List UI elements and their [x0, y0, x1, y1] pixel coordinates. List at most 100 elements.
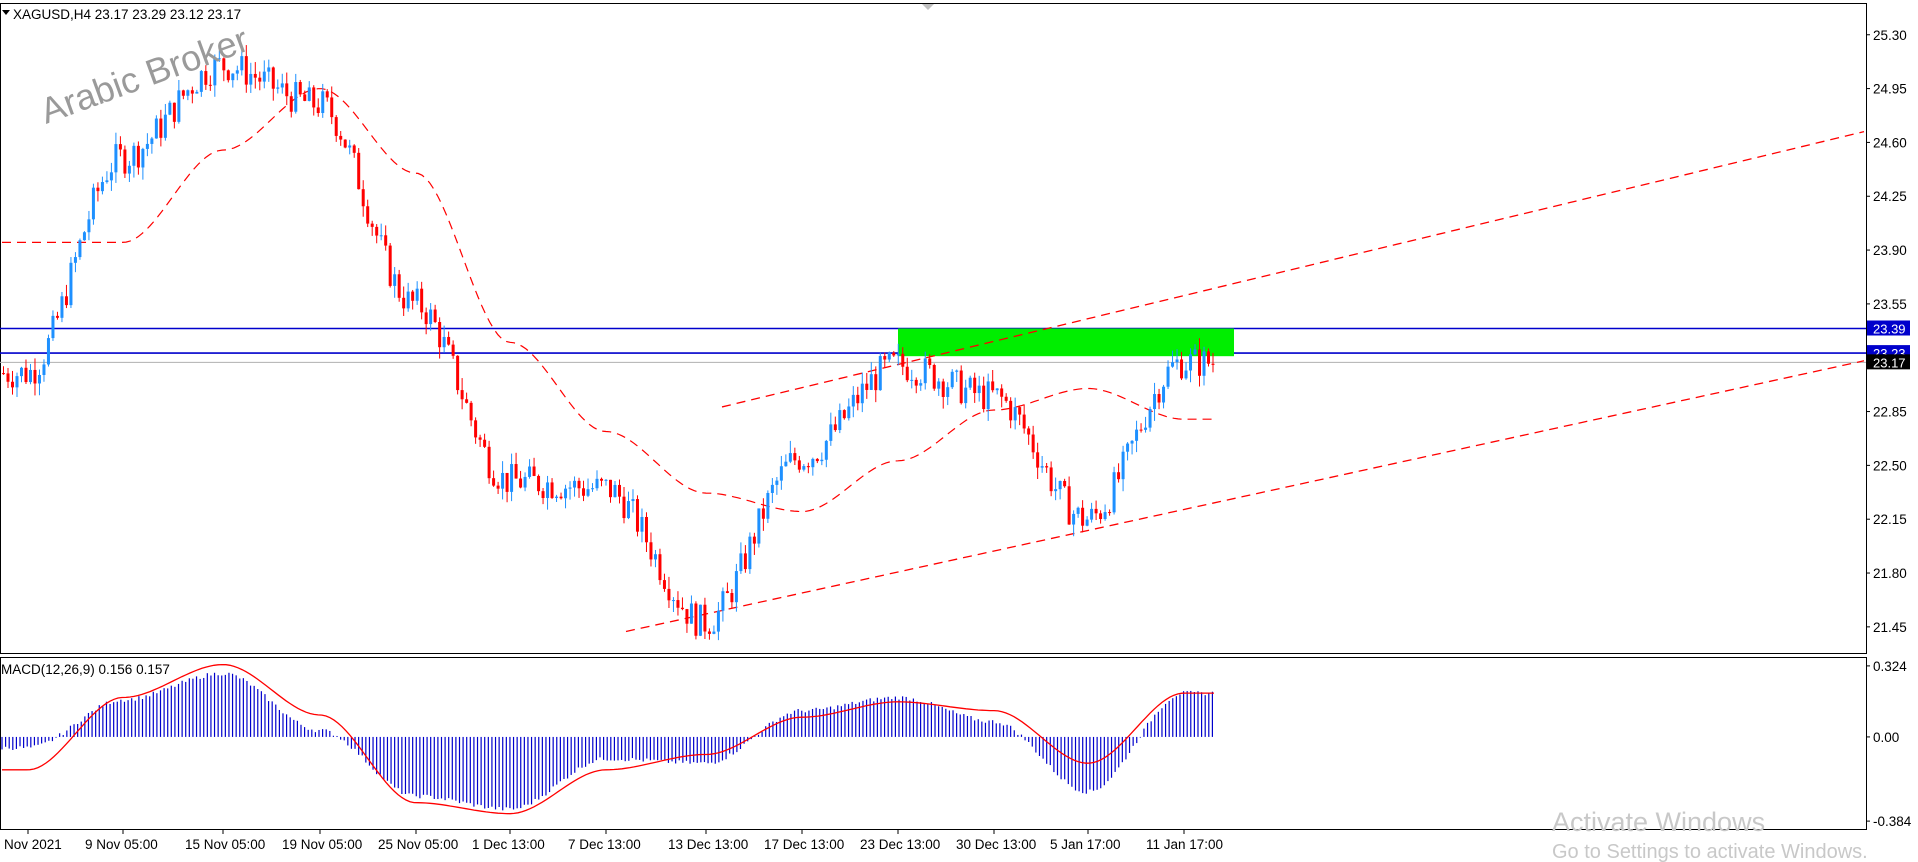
candle: [941, 378, 945, 409]
candle-body: [397, 274, 401, 298]
candle-body: [357, 152, 361, 190]
candle-body: [982, 385, 986, 410]
candle: [82, 231, 86, 241]
candle-body: [24, 367, 28, 383]
candle: [739, 542, 743, 574]
candle: [195, 89, 199, 94]
candle: [154, 115, 158, 139]
candle: [46, 334, 50, 367]
candle: [955, 369, 959, 382]
candle-body: [519, 478, 523, 488]
candle: [1135, 420, 1139, 453]
chart-menu-icon[interactable]: [2, 10, 10, 15]
candle-body: [559, 496, 563, 499]
candle: [1157, 388, 1161, 410]
macd-histogram: [1, 672, 1213, 811]
candle-body: [1180, 359, 1184, 379]
candle-body: [564, 488, 568, 499]
candle: [694, 601, 698, 640]
candle-body: [878, 356, 882, 391]
candle: [159, 109, 163, 147]
candle: [923, 351, 927, 390]
candle-body: [1094, 508, 1098, 514]
candle: [703, 597, 707, 639]
candle: [896, 343, 900, 366]
candle-body: [303, 94, 307, 101]
candle: [343, 139, 347, 149]
candle: [100, 176, 104, 195]
candle-body: [37, 374, 41, 384]
time-tick-label: 25 Nov 05:00: [378, 837, 458, 852]
candle: [415, 281, 419, 305]
candle: [276, 79, 280, 94]
candle-body: [298, 82, 302, 95]
candle: [1130, 440, 1134, 455]
candle: [721, 587, 725, 622]
candle-body: [258, 77, 262, 82]
candle-body: [415, 288, 419, 301]
candle-body: [235, 70, 239, 74]
candle: [334, 115, 338, 142]
candle-body: [582, 488, 586, 496]
candle: [838, 403, 842, 434]
candle: [649, 532, 653, 567]
candle: [964, 379, 968, 409]
price-tick-label: 24.95: [1873, 82, 1907, 97]
candle-body: [896, 353, 900, 356]
candle: [568, 481, 572, 500]
candle-body: [838, 410, 842, 431]
candle: [42, 359, 46, 382]
candle-body: [748, 536, 752, 570]
price-tick-label: 24.60: [1873, 135, 1907, 150]
candle: [1148, 406, 1152, 432]
candle: [244, 45, 248, 93]
candle: [793, 447, 797, 466]
candle: [465, 392, 469, 404]
candle: [977, 375, 981, 402]
candle: [501, 461, 505, 500]
time-tick-label: 30 Dec 13:00: [956, 837, 1036, 852]
candle-body: [478, 437, 482, 440]
candle-body: [757, 508, 761, 544]
candle: [1180, 351, 1184, 381]
candle: [24, 359, 28, 385]
candle: [577, 477, 581, 498]
macd-tick-label: 0.00: [1873, 730, 1899, 745]
candle: [591, 483, 595, 492]
candle-body: [743, 553, 747, 570]
candle-body: [244, 56, 248, 85]
candle-body: [127, 165, 131, 174]
candle: [788, 440, 792, 464]
candle-body: [505, 472, 509, 492]
candle-body: [433, 309, 437, 323]
candle: [546, 475, 550, 510]
scroll-marker-icon[interactable]: [922, 4, 934, 10]
candle-body: [388, 245, 392, 286]
candle-body: [775, 480, 779, 485]
candle-body: [856, 394, 860, 404]
price-tick-label: 22.50: [1873, 458, 1907, 473]
candle-body: [1072, 513, 1076, 525]
candle-body: [451, 344, 455, 356]
candle-body: [379, 235, 383, 237]
candle-body: [1027, 428, 1031, 435]
candle: [258, 71, 262, 91]
candle: [1117, 463, 1121, 483]
candle-body: [635, 499, 639, 532]
candle-body: [523, 476, 527, 488]
candle-body: [860, 383, 864, 404]
candle: [1054, 477, 1058, 501]
candle: [730, 588, 734, 609]
candle: [1000, 384, 1004, 408]
candle: [770, 478, 774, 504]
candle-body: [1189, 354, 1193, 371]
candle: [352, 144, 356, 158]
time-tick-label: Nov 2021: [4, 837, 62, 852]
candle-body: [923, 358, 927, 384]
candle-body: [424, 312, 428, 325]
price-tick-label: 22.85: [1873, 405, 1907, 420]
candle-body: [1171, 362, 1175, 367]
candle-body: [640, 516, 644, 532]
